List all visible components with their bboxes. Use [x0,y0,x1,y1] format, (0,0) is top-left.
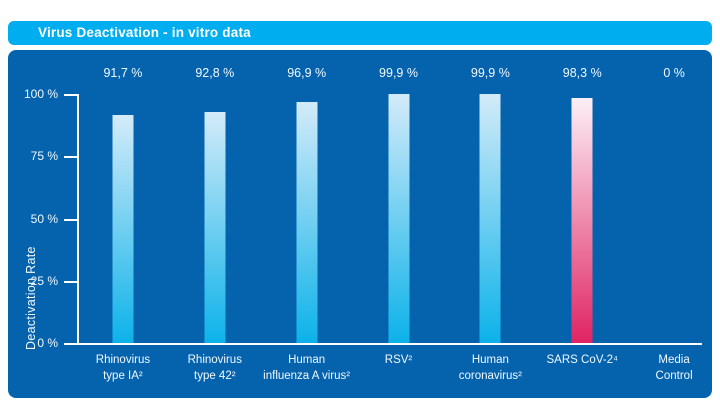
bar-value-label: 99,9 % [379,66,418,80]
category-label: Human influenza A virus² [263,354,351,382]
bar-column: 92,8 % Rhinovirus type 42² [169,50,261,398]
chart-title: Virus Deactivation - in vitro data [38,25,251,40]
category-label: SARS CoV-2⁴ [546,354,618,366]
bar-value-label: 91,7 % [103,66,143,80]
bar-column: 98,3 % SARS CoV-2⁴ [536,50,628,398]
y-tick-label: 100 % [23,87,58,101]
bar-value-label: 99,9 % [470,66,510,80]
category-label: Rhinovirus type IA² [95,354,151,382]
bar-column: 96,9 % Human influenza A virus² [261,50,353,398]
category-label: Human coronavirus² [458,354,522,382]
y-tick-label: 25 % [30,273,58,288]
bar-column: 99,9 % RSV² [353,50,445,398]
y-tick-mark [64,94,79,96]
bar [112,115,134,343]
y-tick-mark [64,218,79,221]
y-tick-label: 50 % [30,211,58,226]
bar-value-label: 0 % [663,66,685,80]
bar-value-label: 96,9 % [287,66,327,80]
bar-column: 0 % Media Control [628,50,712,398]
bar-column: 99,9 % Human coronavirus² [444,50,536,398]
y-tick-mark [64,280,79,283]
bar-value-label: 98,3 % [562,66,602,80]
bar [204,112,226,343]
category-label: Media Control [655,354,693,382]
y-tick-label: 75 % [30,149,58,164]
y-axis-line [77,94,79,345]
category-label: Rhinovirus type 42² [187,354,242,382]
bar [388,94,409,343]
bar [296,102,318,343]
y-tick-label: 0 % [37,336,58,350]
category-label: RSV² [384,354,413,366]
bar-column: 91,7 % Rhinovirus type IA² [77,50,169,398]
x-axis-line [64,343,702,345]
bar [571,98,593,343]
plot-area: 91,7 % Rhinovirus type IA² 92,8 % Rhinovirus… [77,50,712,398]
y-tick-mark [64,156,79,159]
bar [479,94,501,343]
chart-panel: Deactivation Rate 100 % 75 % 50 % 25 % 0 % 9… [8,50,712,398]
bar-value-label: 92,8 % [195,66,235,80]
chart-title-bar: Virus Deactivation - in vitro data [8,21,712,45]
